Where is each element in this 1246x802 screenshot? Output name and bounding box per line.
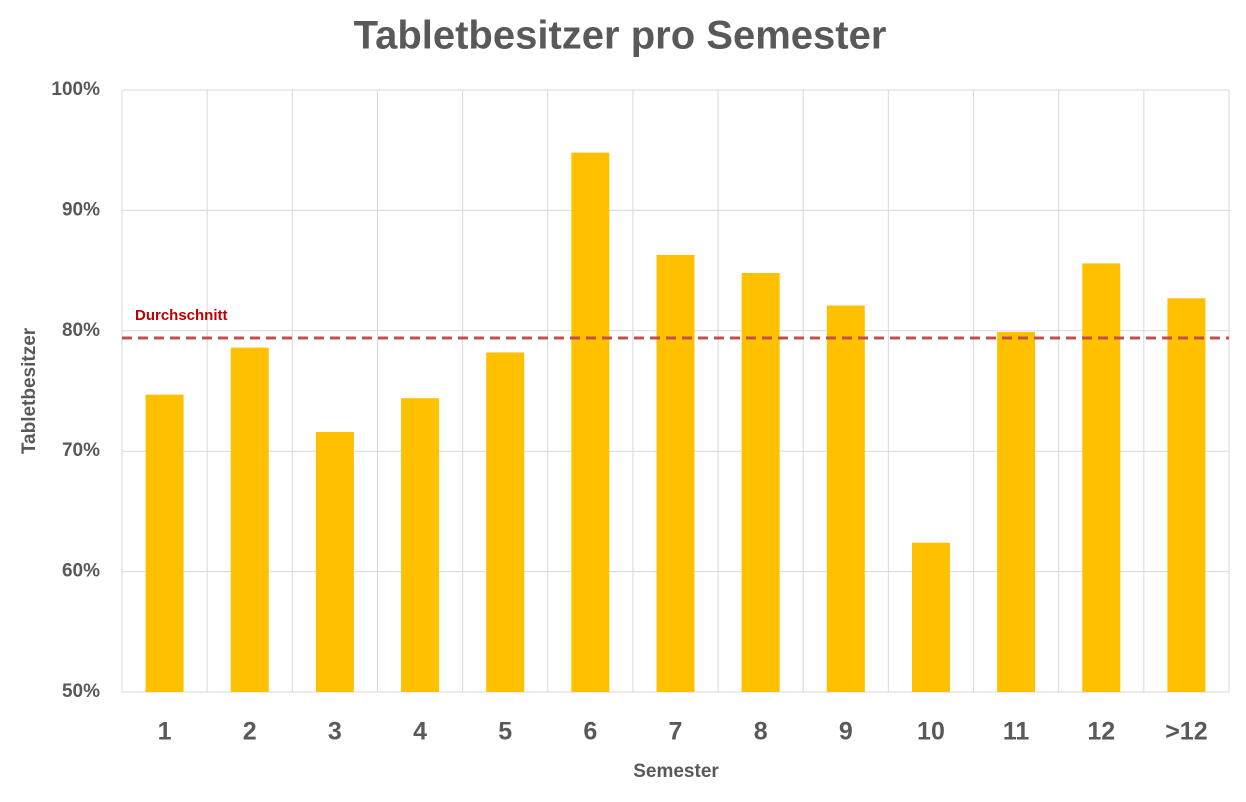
bar bbox=[230, 347, 269, 692]
bar bbox=[1082, 263, 1121, 692]
bar bbox=[401, 398, 440, 692]
x-tick-label: 7 bbox=[669, 718, 683, 746]
x-tick-label: 1 bbox=[158, 718, 172, 746]
x-tick-label: 4 bbox=[413, 718, 427, 746]
bar bbox=[997, 332, 1036, 692]
average-label: Durchschnitt bbox=[135, 307, 228, 324]
y-tick-label: 60% bbox=[62, 561, 100, 582]
x-tick-label: >12 bbox=[1165, 718, 1207, 746]
bar bbox=[1167, 298, 1206, 692]
x-tick-label: 2 bbox=[243, 718, 257, 746]
x-tick-label: 11 bbox=[1003, 718, 1030, 746]
bar bbox=[656, 254, 695, 692]
x-tick-label: 8 bbox=[754, 718, 768, 746]
bar bbox=[911, 542, 950, 692]
x-tick-label: 12 bbox=[1087, 718, 1115, 746]
bar bbox=[145, 394, 184, 692]
y-tick-label: 100% bbox=[51, 79, 100, 100]
x-tick-label: 9 bbox=[839, 718, 853, 746]
x-axis-label: Semester bbox=[633, 761, 719, 782]
y-tick-label: 90% bbox=[62, 199, 100, 220]
x-tick-label: 10 bbox=[917, 718, 945, 746]
x-tick-label: 5 bbox=[498, 718, 512, 746]
x-tick-label: 3 bbox=[328, 718, 342, 746]
bar bbox=[741, 273, 780, 692]
y-tick-label: 50% bbox=[62, 681, 100, 702]
y-tick-label: 70% bbox=[62, 440, 100, 461]
bar bbox=[486, 352, 525, 692]
x-tick-label: 6 bbox=[583, 718, 597, 746]
bar bbox=[315, 431, 354, 692]
bar bbox=[571, 152, 610, 692]
y-axis-label: Tabletbesitzer bbox=[19, 327, 40, 454]
bar bbox=[826, 305, 865, 692]
y-tick-label: 80% bbox=[62, 320, 100, 341]
chart-title: Tabletbesitzer pro Semester bbox=[354, 14, 887, 58]
